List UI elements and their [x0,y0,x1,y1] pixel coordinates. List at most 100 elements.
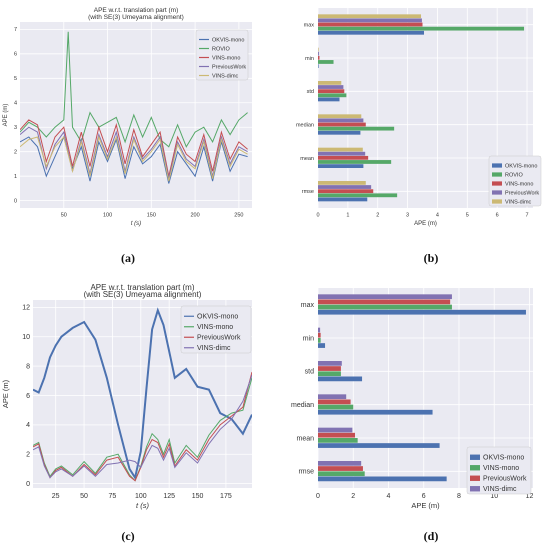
series-line-rovio [20,31,248,148]
bar-median-previouswork [318,399,351,405]
x-tick-label: 125 [163,493,175,500]
legend-swatch [470,475,480,481]
chart-subtitle: (with SE(3) Umeyama alignment) [88,14,184,21]
y-tick-label: 7 [14,27,17,33]
bar-std-previouswork [318,366,341,371]
legend-label: OKVIS-mono [483,455,524,462]
y-tick-label: 12 [22,305,30,312]
x-axis-label: t (s) [131,221,141,227]
legend-label: ROVIO [212,46,230,52]
bar-max-vins-dimc [318,14,422,19]
legend-box [466,446,532,495]
x-tick-label: 4 [436,213,439,219]
bar-min-vins-mono [318,55,320,60]
category-label: std [307,89,314,95]
legend-label: PreviousWork [483,476,527,483]
y-tick-label: 8 [26,363,30,370]
x-tick-label: 12 [526,493,534,500]
bar-min-rovio [318,60,334,64]
bar-min-previouswork [318,51,319,56]
y-tick-label: 2 [14,150,17,156]
bar-mean-vins-dimc [318,147,363,152]
x-tick-label: 4 [387,493,391,500]
bar-rmse-vins-dimc [318,181,366,185]
bar-median-vins-dimc [318,394,347,400]
legend-label: OKVIS-mono [197,314,238,321]
y-tick-label: 3 [14,125,17,131]
legend-swatch [492,181,502,186]
x-tick-label: 2 [376,213,379,219]
series-line-vins-dimc [33,374,252,479]
x-tick-label: 0 [316,493,320,500]
chart-subtitle: (with SE(3) Umeyama alignment) [84,290,202,299]
x-tick-label: 150 [147,213,156,219]
legend-label: VINS-mono [505,181,533,187]
bar-max-rovio [318,26,525,31]
series-line-okvis-mono [20,135,248,184]
legend-label: VINS-mono [212,55,240,61]
legend-swatch [470,454,480,460]
panel-label: (a) [121,251,135,265]
bar-max-vins-dimc [318,294,452,300]
bar-rmse-vins-mono [318,471,365,477]
bar-max-vins-mono [318,304,452,310]
x-tick-label: 6 [422,493,426,500]
legend-label: PreviousWork [197,335,241,342]
bar-median-previouswork [318,118,364,123]
bar-max-okvis-mono [318,309,526,315]
bar-median-okvis-mono [318,409,433,415]
category-label: min [303,335,314,342]
bar-max-previouswork [318,299,451,305]
bar-rmse-okvis-mono [318,197,368,202]
bar-rmse-rovio [318,193,398,198]
bar-mean-okvis-mono [318,443,440,448]
bar-max-okvis-mono [318,30,425,35]
y-tick-label: 1 [14,174,17,180]
legend-swatch [492,163,502,168]
x-axis-label: t (s) [136,501,149,510]
bar-std-okvis-mono [318,97,340,102]
bar-median-vins-dimc [318,114,362,119]
y-tick-label: 4 [26,422,30,429]
bar-min-okvis-mono [318,343,326,348]
category-label: median [296,123,314,129]
bar-mean-rovio [318,160,392,164]
category-label: max [304,23,315,29]
x-tick-label: 8 [457,493,461,500]
legend-label: VINS-dimc [505,199,532,205]
bar-median-rovio [318,126,395,131]
category-label: rmse [302,189,314,195]
panel-label: (c) [121,529,134,543]
legend-label: VINS-dimc [197,345,231,352]
legend-label: VINS-mono [197,324,233,331]
x-tick-label: 100 [135,493,147,500]
category-label: max [301,302,315,309]
bar-max-vins-mono [318,22,423,27]
bar-mean-vins-mono [318,438,358,443]
chart-panel-4: 0 2 4 6 8 10 12 max min std median mean rmse APE (m) O… [291,288,533,543]
y-tick-label: 10 [22,334,30,341]
legend-box [195,29,249,81]
y-axis-label: APE (m) [3,104,9,127]
bar-std-vins-mono [318,89,345,94]
x-tick-label: 150 [192,493,204,500]
x-axis-label: APE (m) [414,221,437,227]
bar-mean-previouswork [318,151,366,156]
chart-panel-2: 0 1 2 3 4 5 6 7 max min std median mean rmse APE (m) OK… [296,8,542,265]
bar-min-okvis-mono [318,64,319,69]
bar-max-previouswork [318,18,422,23]
x-tick-label: 50 [80,493,88,500]
legend-swatch [492,190,502,195]
bar-mean-previouswork [318,432,356,438]
chart-panel-3: 25 50 75 100 125 150 175 0 2 4 6 8 10 12 APE w.r.t. tr… [1,283,252,543]
category-label: std [305,369,314,376]
legend-label: ROVIO [505,172,523,178]
legend-label: VINS-dimc [483,486,517,493]
category-label: mean [296,435,314,442]
panel-label: (d) [424,529,439,543]
bar-median-okvis-mono [318,130,361,135]
bar-median-vins-mono [318,122,366,127]
category-label: median [291,402,314,409]
x-tick-label: 75 [109,493,117,500]
series-line-previouswork [20,126,248,179]
